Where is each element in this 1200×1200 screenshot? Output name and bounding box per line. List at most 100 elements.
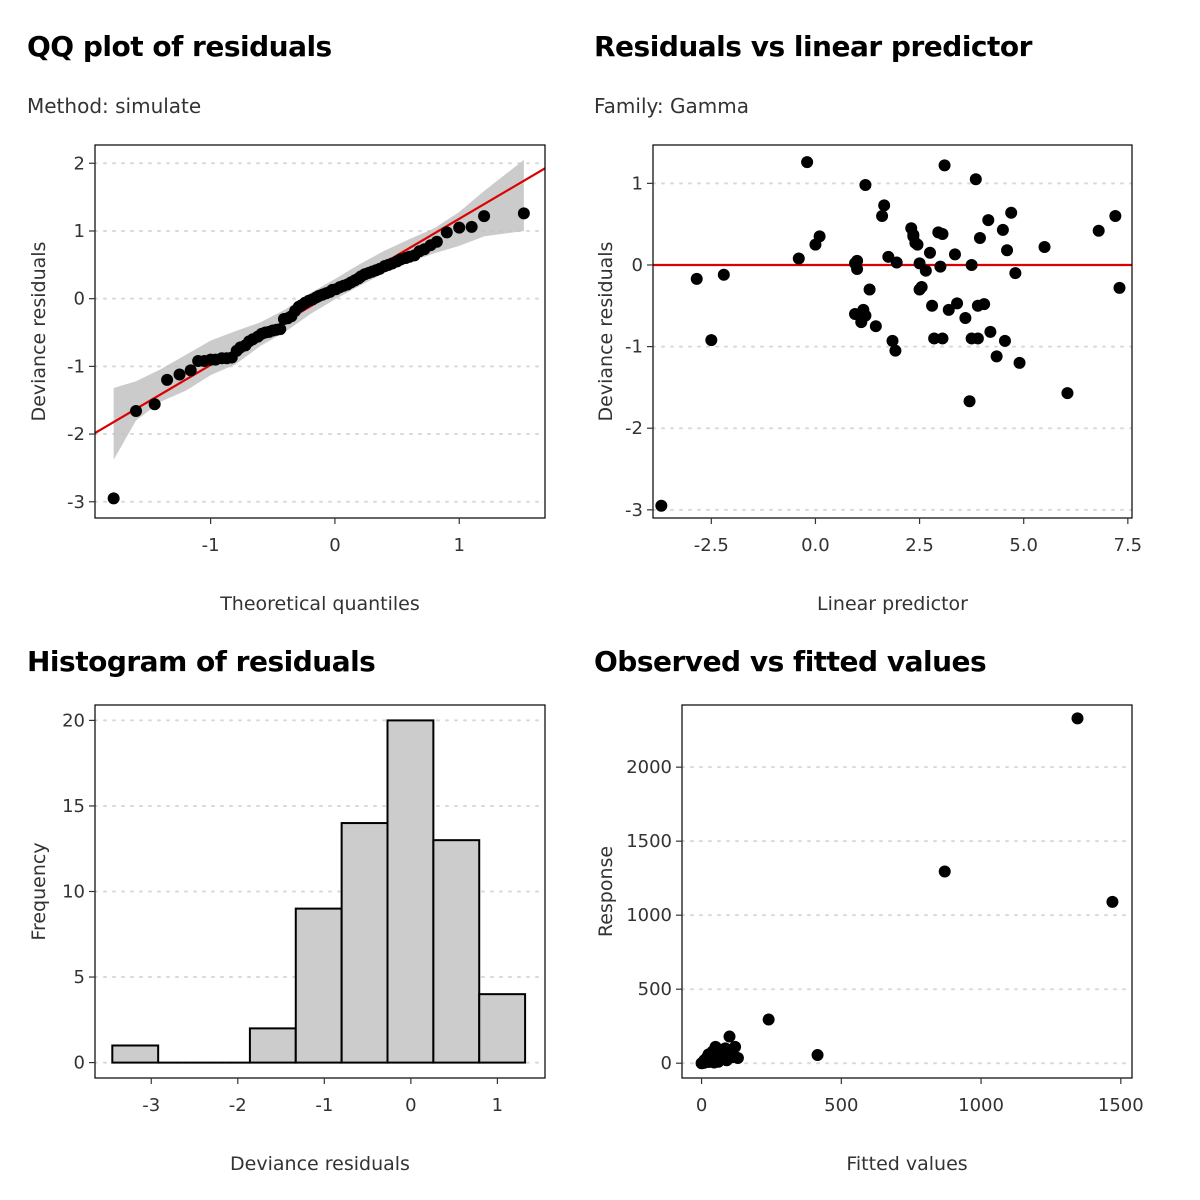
- rvl-point: [959, 312, 972, 325]
- rvl-point: [1005, 206, 1018, 219]
- qq-point: [440, 226, 453, 239]
- qq-point: [161, 373, 174, 386]
- rvl-point: [971, 332, 984, 345]
- rvl-point: [1109, 210, 1122, 223]
- rvl-point: [690, 272, 703, 285]
- ovf-y-axis-title: Response: [595, 846, 617, 937]
- ovf-x-tick-label: 0: [696, 1095, 707, 1116]
- rvl-point: [863, 283, 876, 296]
- rvl-point: [928, 332, 941, 345]
- qq-x-axis-title: Theoretical quantiles: [219, 593, 420, 615]
- rvl-point: [1092, 224, 1105, 237]
- ovf-panel-border: [681, 704, 1133, 1079]
- hist-bar: [111, 1044, 160, 1064]
- rvl-point: [876, 210, 889, 223]
- rvl-point: [965, 258, 978, 271]
- ovf-x-tick-label: 500: [824, 1095, 858, 1116]
- rvl-point: [1013, 356, 1026, 369]
- rvl-point: [915, 281, 928, 294]
- ovf-point: [1071, 712, 1084, 725]
- rvl-point: [849, 257, 862, 270]
- rvl-x-tick-label: -2.5: [694, 535, 729, 556]
- rvl-point: [926, 299, 939, 312]
- rvl-point: [801, 156, 814, 169]
- rvl-point: [890, 256, 903, 269]
- hist-x-tick-label: 0: [405, 1095, 416, 1116]
- ovf-point: [731, 1052, 744, 1065]
- rvl-point: [911, 238, 924, 251]
- ovf-plot-area: [682, 712, 1132, 1070]
- qq-chart: -1 0 1 -3 -2 -1 0 1 2 Theoretical quantiles Devian…: [28, 144, 546, 615]
- ovf-y-tick-label: 1000: [626, 905, 672, 926]
- qq-point: [465, 220, 478, 233]
- hist-y-tick-label: 5: [74, 967, 85, 988]
- hist-bar: [478, 993, 527, 1064]
- qq-point: [274, 323, 287, 336]
- rvl-point: [792, 252, 805, 265]
- rvl-point: [889, 344, 902, 357]
- ovf-chart: 0 500 1000 1500 0 500 1000 1500 2000 Fitted value…: [595, 704, 1144, 1175]
- rvl-point: [942, 303, 955, 316]
- hist-x-tick-label: 1: [492, 1095, 503, 1116]
- hist-x-tick-label: -2: [229, 1095, 247, 1116]
- rvl-point: [938, 159, 951, 172]
- hist-bar: [432, 839, 481, 1064]
- rvl-point: [1001, 244, 1014, 257]
- qq-point: [173, 368, 186, 381]
- ovf-point: [762, 1013, 775, 1026]
- rvl-x-tick-label: 5.0: [1009, 535, 1038, 556]
- hist-bar: [248, 1027, 297, 1064]
- rvl-point: [813, 230, 826, 243]
- rvl-point: [969, 173, 982, 186]
- rvl-y-tick-label: -2: [625, 418, 643, 439]
- ovf-x-tick-label: 1000: [958, 1095, 1004, 1116]
- rvl-point: [907, 228, 920, 241]
- hist-y-tick-label: 10: [62, 882, 85, 903]
- rvl-x-tick-label: 2.5: [905, 535, 934, 556]
- qq-point: [184, 364, 197, 377]
- rvl-point: [923, 246, 936, 259]
- rvl-point: [886, 334, 899, 347]
- hist-y-tick-label: 15: [62, 796, 85, 817]
- qq-point: [517, 207, 530, 220]
- rvl-subtitle: Family: Gamma: [594, 94, 749, 118]
- ovf-point: [702, 1056, 715, 1069]
- qq-y-tick-label: 2: [74, 153, 85, 174]
- ovf-title: Observed vs fitted values: [594, 645, 987, 678]
- qq-panel-border: [94, 144, 546, 519]
- qq-plot-area: [95, 159, 545, 505]
- qq-point: [430, 235, 443, 248]
- rvl-point: [859, 309, 872, 322]
- qq-y-tick-label: 1: [74, 221, 85, 242]
- hist-bar: [386, 719, 435, 1064]
- qq-point: [130, 405, 143, 418]
- hist-x-tick-label: -1: [315, 1095, 333, 1116]
- qq-x-tick-label: 1: [453, 535, 464, 556]
- rvl-panel-border: [652, 144, 1133, 519]
- qq-confidence-band: [113, 159, 524, 460]
- ovf-y-tick-label: 500: [638, 979, 672, 1000]
- qq-title: QQ plot of residuals: [27, 30, 332, 63]
- rvl-point: [951, 297, 964, 310]
- rvl-point: [1009, 267, 1022, 280]
- qq-y-tick-label: -2: [67, 424, 85, 445]
- ovf-y-tick-label: 1500: [626, 831, 672, 852]
- rvl-x-axis-title: Linear predictor: [817, 593, 968, 615]
- qq-subtitle: Method: simulate: [27, 94, 202, 118]
- rvl-point: [982, 214, 995, 227]
- hist-plot-area: [95, 719, 545, 1064]
- rvl-y-tick-label: -3: [625, 500, 643, 521]
- rvl-point: [913, 257, 926, 270]
- rvl-point: [973, 232, 986, 245]
- hist-y-tick-label: 20: [62, 710, 85, 731]
- rvl-point: [655, 499, 668, 512]
- rvl-point: [978, 298, 991, 311]
- ovf-point: [723, 1030, 736, 1043]
- rvl-y-axis-title: Deviance residuals: [595, 242, 617, 422]
- ovf-point: [811, 1049, 824, 1062]
- qq-x-tick-label: -1: [202, 535, 220, 556]
- qq-point: [478, 210, 491, 223]
- qq-y-tick-label: -1: [67, 356, 85, 377]
